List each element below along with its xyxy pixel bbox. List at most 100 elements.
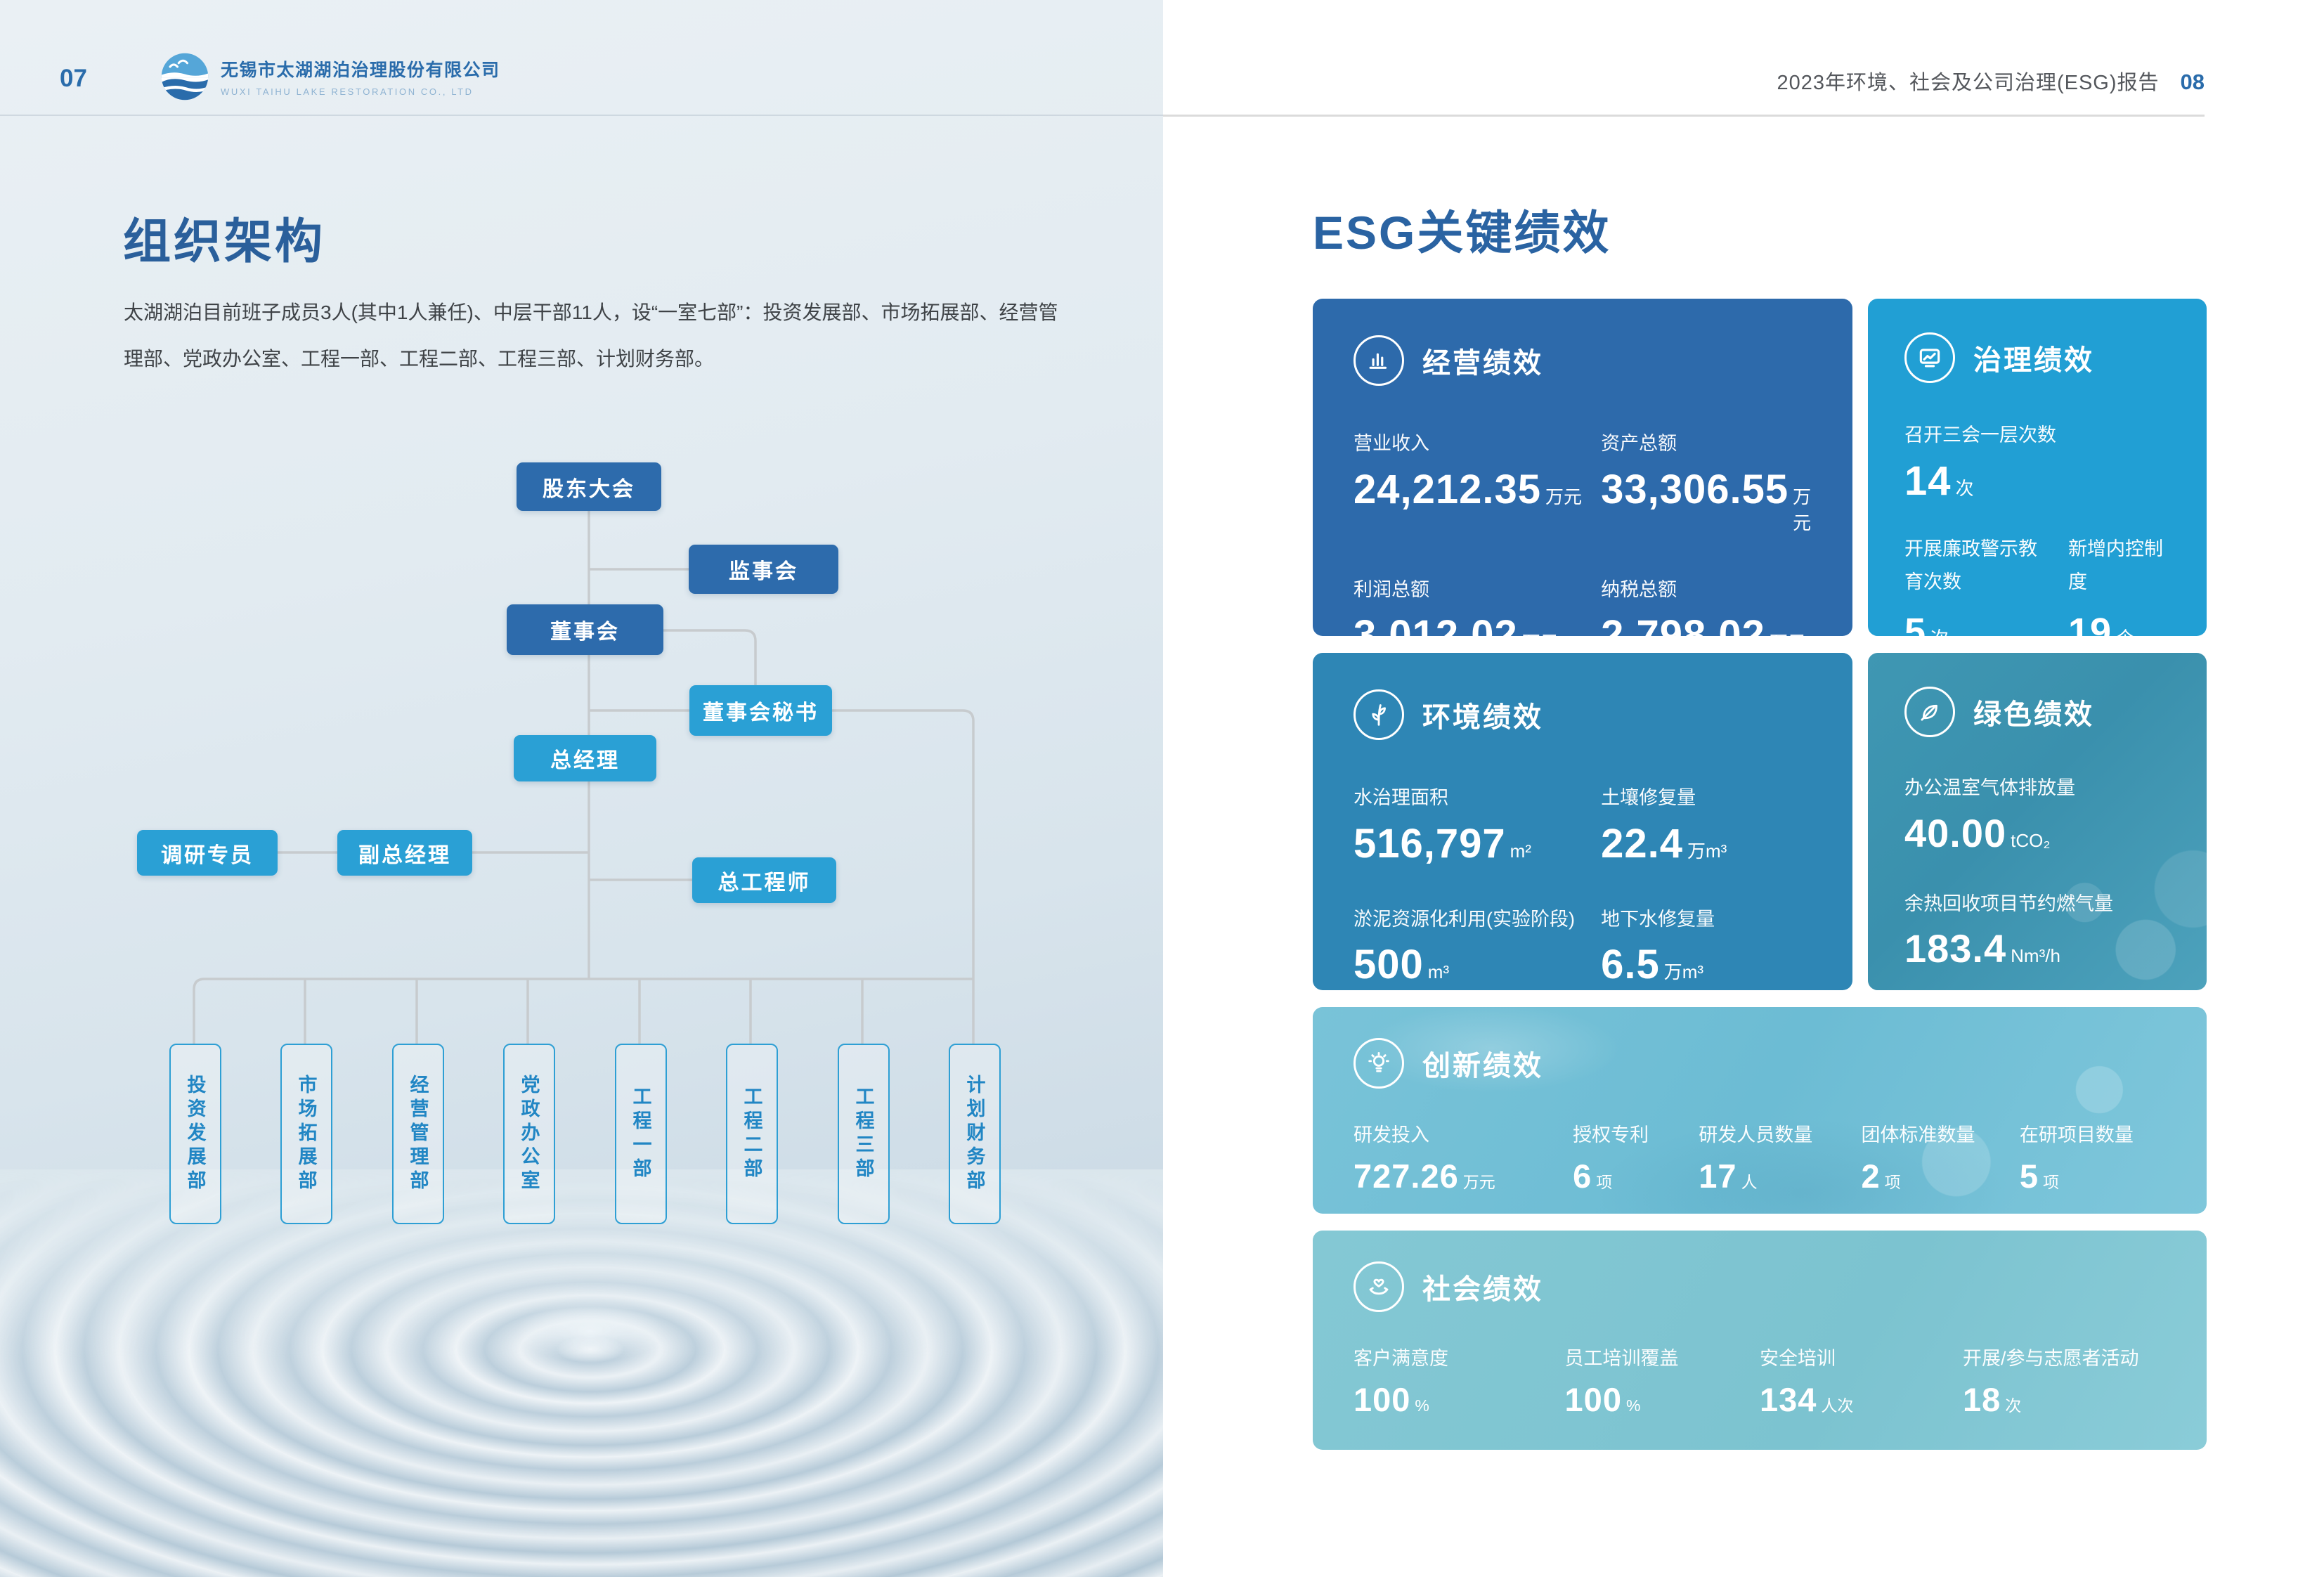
metric-rd-investment: 研发投入 727.26 万元 bbox=[1353, 1121, 1573, 1193]
dept-box-operations: 经营管理部 bbox=[392, 1044, 444, 1224]
metric-label: 纳税总额 bbox=[1601, 578, 1677, 600]
metric-rd-staff: 研发人员数量 17 人 bbox=[1699, 1121, 1861, 1193]
metric-label: 营业收入 bbox=[1353, 433, 1429, 454]
org-node-deputy-gm: 副总经理 bbox=[337, 830, 472, 876]
metric-label: 土壤修复量 bbox=[1601, 787, 1696, 808]
metric-value: 14 次 bbox=[1904, 457, 2170, 504]
org-node-board-secretary: 董事会秘书 bbox=[689, 685, 832, 736]
metric-unit: m² bbox=[1510, 840, 1531, 862]
dept-box-eng3: 工程三部 bbox=[838, 1044, 890, 1224]
metric-label: 研发投入 bbox=[1353, 1124, 1429, 1146]
metric-unit: 项 bbox=[2043, 1172, 2060, 1191]
metric-value: 18 次 bbox=[1963, 1383, 2166, 1416]
card-head: 绿色绩效 bbox=[1904, 687, 2170, 737]
metric-unit: Nm³/h bbox=[2011, 945, 2060, 966]
metric-unit: 项 bbox=[1596, 1172, 1613, 1191]
org-node-supervisory-board: 监事会 bbox=[689, 545, 838, 594]
header-divider-right bbox=[1163, 115, 2205, 117]
metric-value: 727.26 万元 bbox=[1353, 1160, 1573, 1193]
metric-unit: 万元 bbox=[1793, 486, 1812, 533]
metric-label: 开展廉政警示教育次数 bbox=[1904, 538, 2037, 592]
metric-label: 研发人员数量 bbox=[1699, 1124, 1813, 1146]
metric-label: 安全培训 bbox=[1759, 1348, 1836, 1369]
card-head: 创新绩效 bbox=[1353, 1038, 2166, 1089]
metric-label: 资产总额 bbox=[1601, 433, 1677, 454]
org-node-shareholders: 股东大会 bbox=[517, 462, 661, 511]
metric-safety-training: 安全培训 134 人次 bbox=[1760, 1344, 1963, 1416]
company-name-en: WUXI TAIHU LAKE RESTORATION CO., LTD bbox=[221, 86, 474, 97]
metric-label: 授权专利 bbox=[1573, 1124, 1649, 1146]
dept-label: 工程三部 bbox=[852, 1086, 874, 1182]
metric-unit: 次 bbox=[2005, 1396, 2022, 1415]
metric-unit: 万元 bbox=[1522, 628, 1559, 636]
right-page-header: 2023年环境、社会及公司治理(ESG)报告 08 bbox=[1777, 66, 2205, 96]
metric-value: 24,212.35 万元 bbox=[1353, 469, 1601, 510]
metric-number: 22.4 bbox=[1601, 820, 1683, 867]
metric-value: 3,012.02 万元 bbox=[1353, 612, 1601, 637]
metric-unit: 个 bbox=[2116, 624, 2134, 636]
metric-value: 22.4 万m³ bbox=[1601, 820, 1812, 867]
org-node-research-specialist: 调研专员 bbox=[137, 830, 278, 876]
dept-box-eng1: 工程一部 bbox=[615, 1044, 667, 1224]
lightbulb-icon bbox=[1353, 1038, 1404, 1089]
metric-number: 24,212.35 bbox=[1353, 466, 1542, 512]
metric-number: 2 bbox=[1861, 1157, 1881, 1195]
bar-chart-icon bbox=[1353, 335, 1404, 386]
metric-gas-saved: 余热回收项目节约燃气量 183.4 Nm³/h bbox=[1904, 890, 2170, 969]
metric-volunteer-activities: 开展/参与志愿者活动 18 次 bbox=[1963, 1344, 2166, 1416]
metric-training-coverage: 员工培训覆盖 100% bbox=[1565, 1344, 1760, 1416]
hands-heart-icon bbox=[1353, 1261, 1404, 1312]
dept-box-finance: 计划财务部 bbox=[949, 1044, 1001, 1224]
metric-groundwater-remediation: 地下水修复量 6.5 万m³ bbox=[1601, 905, 1812, 986]
metric-unit: 人次 bbox=[1821, 1396, 1854, 1415]
metric-ghg-emissions: 办公温室气体排放量 40.00 tCO₂ bbox=[1904, 774, 2170, 853]
org-chart-connectors bbox=[193, 511, 975, 1044]
metric-number: 17 bbox=[1699, 1157, 1737, 1195]
metric-value: 500 m³ bbox=[1353, 945, 1601, 985]
dept-label: 工程二部 bbox=[741, 1086, 762, 1182]
left-page-title: 组织架构 bbox=[123, 215, 326, 268]
metric-value: 183.4 Nm³/h bbox=[1904, 929, 2170, 968]
metric-unit: 项 bbox=[1884, 1172, 1901, 1191]
report-title: 2023年环境、社会及公司治理(ESG)报告 bbox=[1777, 72, 2160, 94]
metric-value: 40.00 tCO₂ bbox=[1904, 813, 2170, 853]
metric-unit: % bbox=[1415, 1396, 1429, 1415]
org-node-general-manager: 总经理 bbox=[514, 735, 656, 781]
card-social-performance: 社会绩效 客户满意度 100% 员工培训覆盖 100% 安全培训 134 人次 开… bbox=[1313, 1231, 2207, 1450]
metric-number: 14 bbox=[1904, 457, 1952, 504]
metric-value: 17 人 bbox=[1699, 1160, 1861, 1193]
metric-number: 516,797 bbox=[1353, 820, 1506, 867]
org-node-chief-engineer: 总工程师 bbox=[692, 857, 836, 903]
metric-label: 客户满意度 bbox=[1353, 1348, 1448, 1369]
metric-label: 地下水修复量 bbox=[1601, 908, 1715, 930]
right-page-number: 08 bbox=[2180, 70, 2205, 94]
metric-unit: 次 bbox=[1955, 477, 1974, 499]
metric-unit: % bbox=[1625, 1396, 1641, 1415]
card-title: 社会绩效 bbox=[1422, 1274, 1543, 1305]
dept-box-investment: 投资发展部 bbox=[169, 1044, 221, 1224]
metric-value: 2,798.02 万元 bbox=[1601, 615, 1812, 637]
card-title: 创新绩效 bbox=[1422, 1051, 1543, 1082]
card-title: 治理绩效 bbox=[1973, 345, 2094, 376]
metric-number: 19 bbox=[2068, 611, 2112, 636]
metric-number: 3,012.02 bbox=[1353, 612, 1518, 637]
metric-value: 100% bbox=[1565, 1383, 1760, 1416]
metric-integrity-education: 开展廉政警示教育次数 5次 bbox=[1904, 533, 2049, 637]
card-head: 治理绩效 bbox=[1904, 332, 2170, 383]
taihu-lake-logo-icon bbox=[161, 53, 209, 100]
trend-screen-icon bbox=[1904, 332, 1955, 383]
metric-number: 100 bbox=[1353, 1380, 1411, 1418]
logo-text: 无锡市太湖湖泊治理股份有限公司 WUXI TAIHU LAKE RESTORAT… bbox=[221, 56, 500, 97]
card-title: 经营绩效 bbox=[1422, 348, 1543, 379]
dept-label: 经营管理部 bbox=[407, 1074, 429, 1194]
card-head: 经营绩效 bbox=[1353, 335, 1812, 386]
metric-revenue: 营业收入 24,212.35 万元 bbox=[1353, 429, 1601, 535]
card-environment-performance: 环境绩效 水治理面积 516,797 m² 土壤修复量 22.4 万m³ 淤泥资源化… bbox=[1313, 653, 1852, 990]
